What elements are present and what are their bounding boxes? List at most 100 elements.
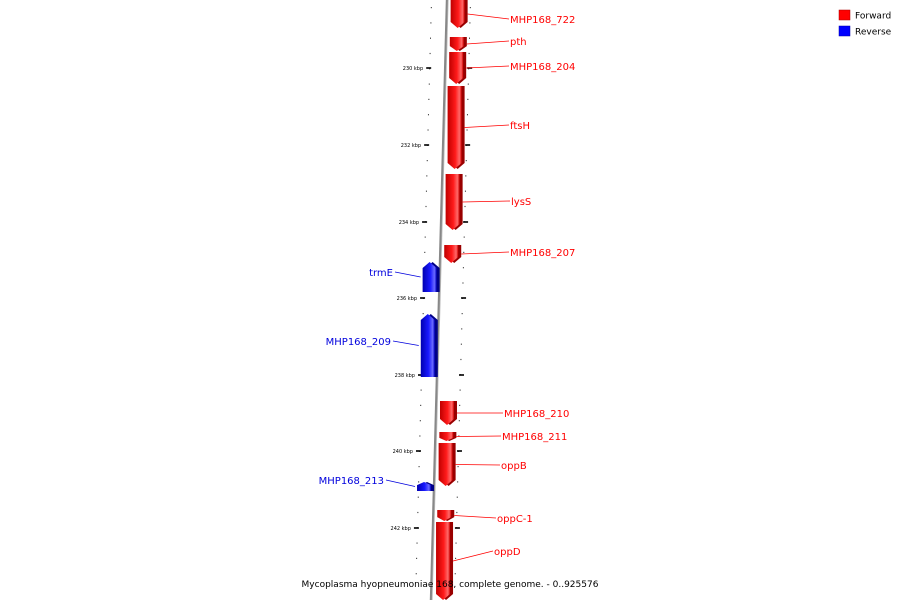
minor-tick-left bbox=[418, 481, 420, 483]
minor-tick-left bbox=[427, 114, 429, 116]
minor-tick-left bbox=[426, 160, 428, 162]
legend: Forward Reverse bbox=[838, 9, 892, 38]
gene-label: oppB bbox=[501, 461, 527, 472]
gene-arrow bbox=[420, 314, 435, 377]
tick-label: 234 kbp bbox=[399, 220, 419, 226]
major-tick-left bbox=[413, 527, 419, 529]
minor-tick-left bbox=[426, 175, 428, 177]
minor-tick-right bbox=[459, 404, 461, 406]
minor-tick-right bbox=[462, 267, 464, 269]
gene-arrow bbox=[439, 401, 454, 425]
gene-trme[interactable]: trmE bbox=[369, 262, 440, 292]
minor-tick-right bbox=[465, 175, 467, 177]
major-tick-right bbox=[465, 144, 471, 146]
minor-tick-left bbox=[416, 557, 418, 559]
major-tick-left bbox=[418, 374, 423, 376]
gene-connector bbox=[462, 200, 511, 203]
minor-tick-right bbox=[469, 7, 471, 9]
tick-label: 232 kbp bbox=[401, 143, 421, 149]
legend-item-forward[interactable]: Forward bbox=[838, 9, 891, 22]
gene-label: oppD bbox=[494, 547, 521, 558]
minor-tick-left bbox=[425, 190, 427, 192]
minor-tick-right bbox=[463, 251, 465, 253]
genome-backbone bbox=[429, 0, 449, 600]
gene-arrow bbox=[449, 52, 464, 84]
gene-label: pth bbox=[510, 37, 527, 48]
gene-connector bbox=[464, 124, 510, 128]
gene-connector bbox=[467, 13, 510, 20]
major-tick-left bbox=[420, 297, 426, 299]
gene-arrow bbox=[439, 432, 454, 441]
tick-label: 230 kbp bbox=[403, 66, 423, 72]
minor-tick-left bbox=[420, 404, 422, 406]
gene-lyss[interactable]: lysS bbox=[445, 174, 532, 230]
minor-tick-right bbox=[469, 22, 471, 24]
major-tick-right bbox=[456, 450, 462, 452]
minor-tick-left bbox=[427, 129, 429, 131]
gene-mhp168-209[interactable]: MHP168_209 bbox=[326, 314, 438, 377]
minor-tick-left bbox=[430, 7, 432, 9]
minor-tick-right bbox=[467, 83, 469, 85]
gene-connector bbox=[461, 251, 510, 255]
gene-mhp168-722[interactable]: MHP168_722 bbox=[450, 0, 576, 28]
gene-label: lysS bbox=[511, 197, 531, 208]
major-ticks: 230 kbp 232 kbp 234 kbp 236 kbp 238 kbp 240 k… bbox=[391, 66, 473, 532]
gene-connector bbox=[392, 340, 419, 346]
major-tick-right bbox=[454, 527, 460, 529]
gene-mhp168-207[interactable]: MHP168_207 bbox=[444, 245, 575, 263]
gene-mhp168-210[interactable]: MHP168_210 bbox=[439, 401, 569, 425]
gene-arrow bbox=[450, 0, 465, 28]
gene-connector bbox=[456, 435, 502, 437]
minor-tick-right bbox=[456, 496, 458, 498]
major-tick-left bbox=[424, 144, 430, 146]
minor-tick-left bbox=[424, 236, 426, 238]
gene-pth[interactable]: pth bbox=[449, 37, 527, 51]
minor-tick-right bbox=[467, 98, 469, 100]
gene-mhp168-213[interactable]: MHP168_213 bbox=[319, 476, 435, 491]
minor-tick-left bbox=[428, 98, 430, 100]
minor-tick-right bbox=[458, 420, 460, 422]
minor-tick-right bbox=[464, 190, 466, 192]
gene-ftsh[interactable]: ftsH bbox=[447, 86, 530, 169]
gene-connector bbox=[466, 65, 510, 69]
minor-tick-left bbox=[419, 435, 421, 437]
minor-tick-left bbox=[425, 205, 427, 208]
minor-tick-right bbox=[458, 435, 460, 437]
major-tick-right bbox=[459, 374, 464, 376]
minor-tick-right bbox=[459, 389, 461, 391]
gene-connector bbox=[466, 40, 510, 45]
major-tick-right bbox=[463, 221, 469, 223]
genome-backbone-highlight bbox=[431, 0, 449, 600]
tick-label: 238 kbp bbox=[395, 373, 415, 379]
gene-connector bbox=[385, 479, 416, 487]
gene-connector bbox=[455, 464, 501, 466]
minor-tick-right bbox=[457, 481, 459, 483]
minor-tick-right bbox=[464, 205, 466, 208]
gene-oppb[interactable]: oppB bbox=[438, 443, 527, 486]
minor-tick-right bbox=[456, 511, 458, 514]
gene-arrow bbox=[449, 37, 464, 51]
minor-tick-right bbox=[463, 236, 465, 238]
gene-mhp168-211[interactable]: MHP168_211 bbox=[439, 432, 567, 443]
tick-label: 242 kbp bbox=[391, 526, 411, 532]
gene-arrow bbox=[417, 482, 432, 491]
major-tick-left bbox=[426, 67, 432, 69]
minor-tick-left bbox=[415, 573, 417, 575]
legend-item-reverse[interactable]: Reverse bbox=[838, 25, 892, 38]
minor-tick-right bbox=[460, 343, 462, 345]
gene-label: MHP168_211 bbox=[502, 432, 567, 443]
gene-label: ftsH bbox=[510, 121, 530, 132]
gene-arrow bbox=[437, 510, 452, 521]
minor-tick-left bbox=[420, 389, 422, 391]
major-tick-left bbox=[422, 221, 428, 223]
gene-label: MHP168_213 bbox=[319, 476, 384, 487]
gene-oppd[interactable]: oppD bbox=[436, 522, 521, 600]
gene-oppc-1[interactable]: oppC-1 bbox=[437, 510, 533, 525]
legend-label-reverse: Reverse bbox=[855, 28, 892, 38]
legend-swatch-forward bbox=[838, 9, 851, 21]
gene-label: MHP168_210 bbox=[504, 409, 569, 420]
major-tick-right bbox=[461, 297, 467, 299]
gene-mhp168-204[interactable]: MHP168_204 bbox=[449, 52, 575, 84]
gene-connector bbox=[454, 515, 497, 519]
